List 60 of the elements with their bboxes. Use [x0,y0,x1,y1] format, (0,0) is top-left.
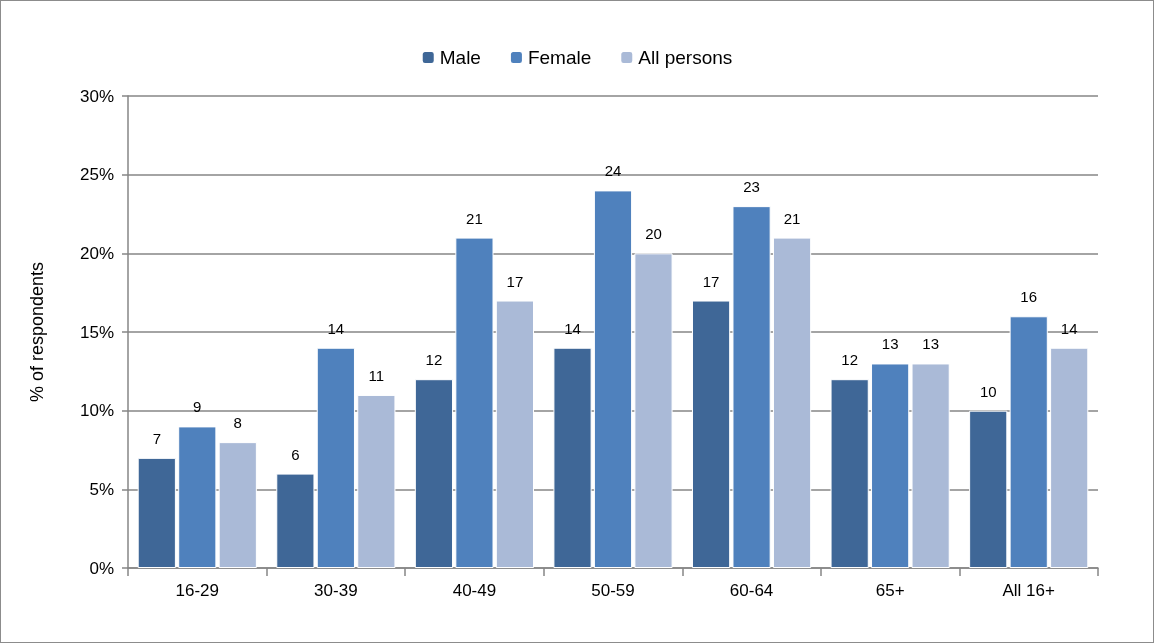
bar [691,300,731,568]
data-label: 14 [564,319,581,337]
bar [593,190,633,568]
bar [871,363,910,568]
bar [830,379,869,568]
bar [732,206,771,568]
data-label: 21 [783,209,801,227]
bar [316,347,355,568]
data-label: 14 [1060,319,1078,337]
data-label: 12 [841,351,858,369]
bar [1009,316,1048,568]
data-label: 21 [466,209,483,227]
bar [137,457,176,568]
data-label: 17 [506,272,524,290]
data-label: 24 [604,162,622,180]
bar [178,426,217,568]
data-label: 16 [1020,288,1038,306]
data-label: 7 [152,429,161,447]
y-tick-label: 5% [89,479,114,499]
data-label: 10 [979,382,997,400]
bar [276,473,315,568]
bar [455,237,494,568]
bar [772,237,812,568]
x-tick-label: All 16+ [1002,581,1056,600]
data-label: 23 [743,178,760,196]
bar [414,379,454,568]
y-tick-label: 25% [79,165,114,185]
data-label: 9 [193,398,202,416]
bar [911,363,950,568]
y-tick-label: 15% [79,322,114,342]
y-tick-label: 20% [79,243,114,263]
data-label: 6 [291,445,300,463]
x-tick-label: 50-59 [591,581,635,600]
bar [1050,347,1089,568]
y-tick-label: 30% [79,86,114,106]
bar [634,253,673,568]
x-tick-label: 65+ [875,581,905,600]
legend-label: Female [527,47,592,68]
y-tick-label: 10% [79,401,114,421]
bar [969,410,1008,568]
x-tick-label: 40-49 [452,581,497,600]
data-label: 17 [702,272,720,290]
legend-label: All persons [638,47,733,68]
data-label: 8 [233,414,242,432]
y-axis-title: % of respondents [27,261,47,403]
bar [218,442,257,568]
data-label: 12 [425,351,443,369]
data-label: 13 [922,335,939,353]
x-tick-label: 60-64 [729,581,774,600]
x-tick-label: 16-29 [175,581,220,600]
data-label: 14 [327,319,345,337]
x-tick-label: 30-39 [314,581,358,600]
y-tick-label: 0% [89,558,114,578]
bar [357,394,396,568]
legend-label: Male [439,47,481,68]
bar [553,347,592,568]
data-label: 20 [645,225,662,243]
data-label: 13 [881,335,899,353]
data-label: 11 [368,366,385,384]
bar [495,300,535,568]
